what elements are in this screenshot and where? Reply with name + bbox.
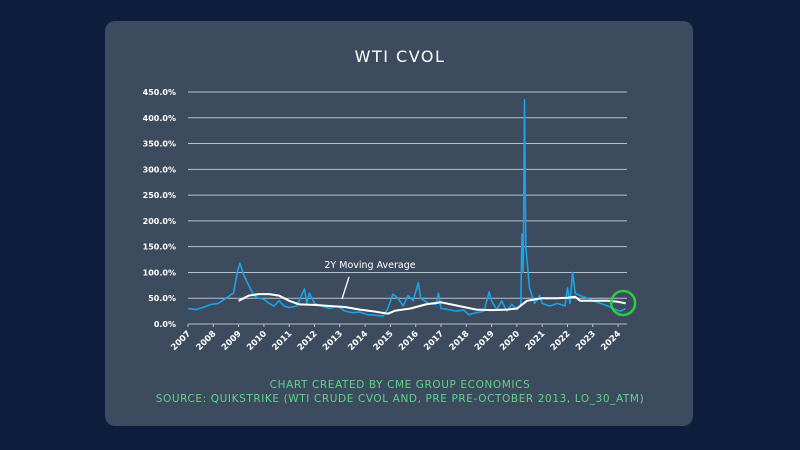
x-tick-label: 2008 [195,329,219,353]
cvol-line [187,98,627,318]
y-tick-label: 150.0% [143,243,176,252]
y-tick-label: 100.0% [143,268,176,277]
x-tick-label: 2010 [245,329,269,353]
x-tick-label: 2016 [397,329,421,353]
x-tick-label: 2017 [422,329,446,353]
x-tick-label: 2023 [574,329,598,353]
y-tick-label: 0.0% [154,320,176,329]
highlight-circle [609,289,637,317]
x-tick-label: 2024 [599,329,623,353]
x-tick-label: 2018 [448,329,472,353]
moving-average-line [238,293,626,315]
x-tick-label: 2015 [372,329,396,353]
chart-card [105,21,693,426]
x-tick-label: 2007 [169,329,193,353]
x-tick-label: 2020 [498,329,522,353]
y-tick-label: 50.0% [148,294,176,303]
x-tick-label: 2012 [296,329,320,353]
x-tick-label: 2022 [549,329,573,353]
x-tick-label: 2011 [271,329,295,353]
footnote-credit: CHART CREATED BY CME GROUP ECONOMICS [269,379,531,391]
y-tick-label: 350.0% [143,140,176,149]
x-tick-label: 2009 [220,329,244,353]
x-tick-label: 2014 [346,329,370,353]
y-tick-label: 400.0% [143,114,176,123]
annotation-label: 2Y Moving Average [324,260,415,271]
x-tick-label: 2021 [524,329,548,353]
chart-title: WTI CVOL [354,47,446,66]
annotation-pointer [341,276,350,300]
y-tick-label: 250.0% [143,191,176,200]
y-tick-label: 450.0% [143,88,176,97]
x-tick-label: 2013 [321,329,345,353]
footnote-source: SOURCE: QUIKSTRIKE (WTI CRUDE CVOL AND, … [155,393,645,405]
y-tick-label: 200.0% [143,217,176,226]
x-tick-label: 2019 [473,329,497,353]
y-tick-label: 300.0% [143,165,176,174]
